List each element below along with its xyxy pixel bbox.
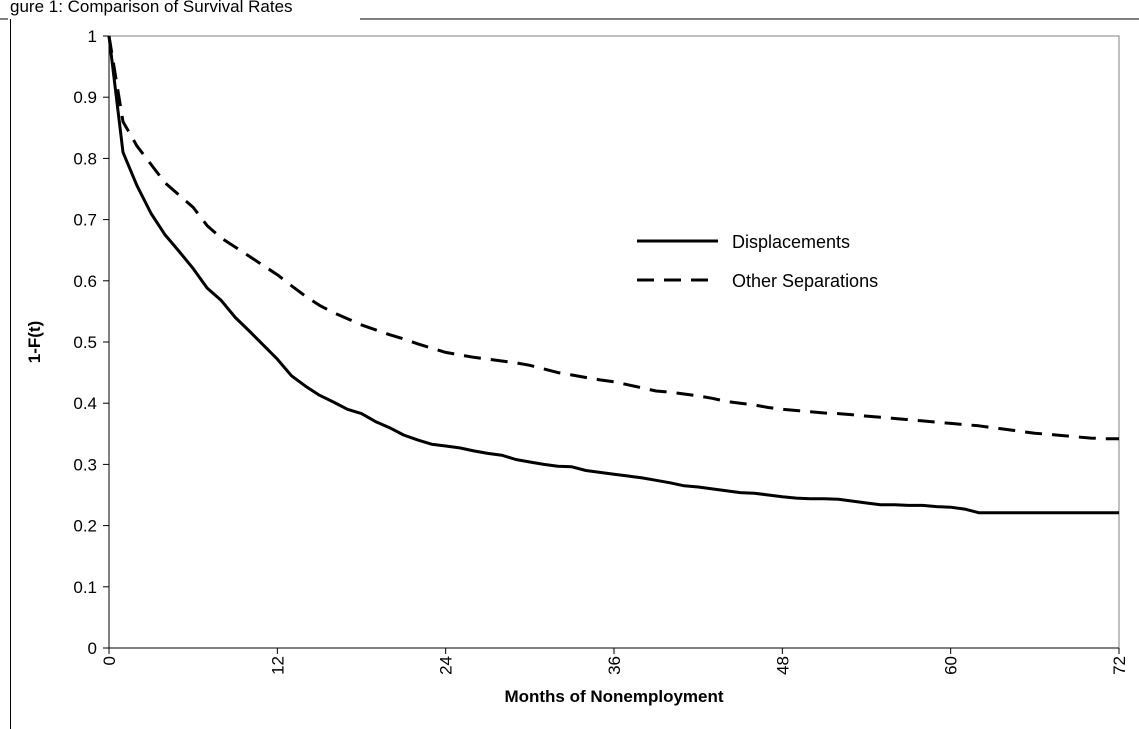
chart-caption: gure 1: Comparison of Survival Rates (10, 0, 293, 16)
y-tick-label: 0.6 (73, 272, 97, 291)
y-axis: 0 0.1 0.2 0.3 0.4 0.5 0.6 0.7 0.8 0.9 1 (73, 27, 110, 658)
legend: Displacements Other Separations (637, 232, 878, 291)
x-tick-label: 12 (268, 656, 287, 675)
y-axis-title: 1-F(t) (25, 321, 44, 363)
x-tick-label: 60 (942, 656, 961, 675)
x-tick-label: 24 (437, 656, 456, 675)
x-tick-label: 0 (100, 656, 119, 665)
y-tick-label: 0 (88, 639, 97, 658)
x-tick-label: 48 (773, 656, 792, 675)
x-tick-label: 72 (1110, 656, 1129, 675)
y-tick-label: 0.7 (73, 211, 97, 230)
x-axis: 0 12 24 36 48 60 72 (100, 647, 1129, 675)
y-tick-label: 0.9 (73, 88, 97, 107)
y-tick-label: 0.1 (73, 578, 97, 597)
y-tick-label: 0.3 (73, 455, 97, 474)
series-line-displacements (107, 35, 1119, 515)
y-tick-label: 0.5 (73, 333, 97, 352)
y-tick-label: 0.4 (73, 394, 97, 413)
series-line-other-separations (107, 35, 1119, 441)
y-tick-label: 0.8 (73, 149, 97, 168)
legend-label-displacements: Displacements (732, 232, 850, 252)
x-axis-title: Months of Nonemployment (504, 687, 723, 706)
legend-label-other-separations: Other Separations (732, 271, 878, 291)
x-tick-label: 36 (605, 656, 624, 675)
y-tick-label: 1 (88, 27, 97, 46)
series-layer (107, 35, 1119, 515)
y-tick-label: 0.2 (73, 517, 97, 536)
